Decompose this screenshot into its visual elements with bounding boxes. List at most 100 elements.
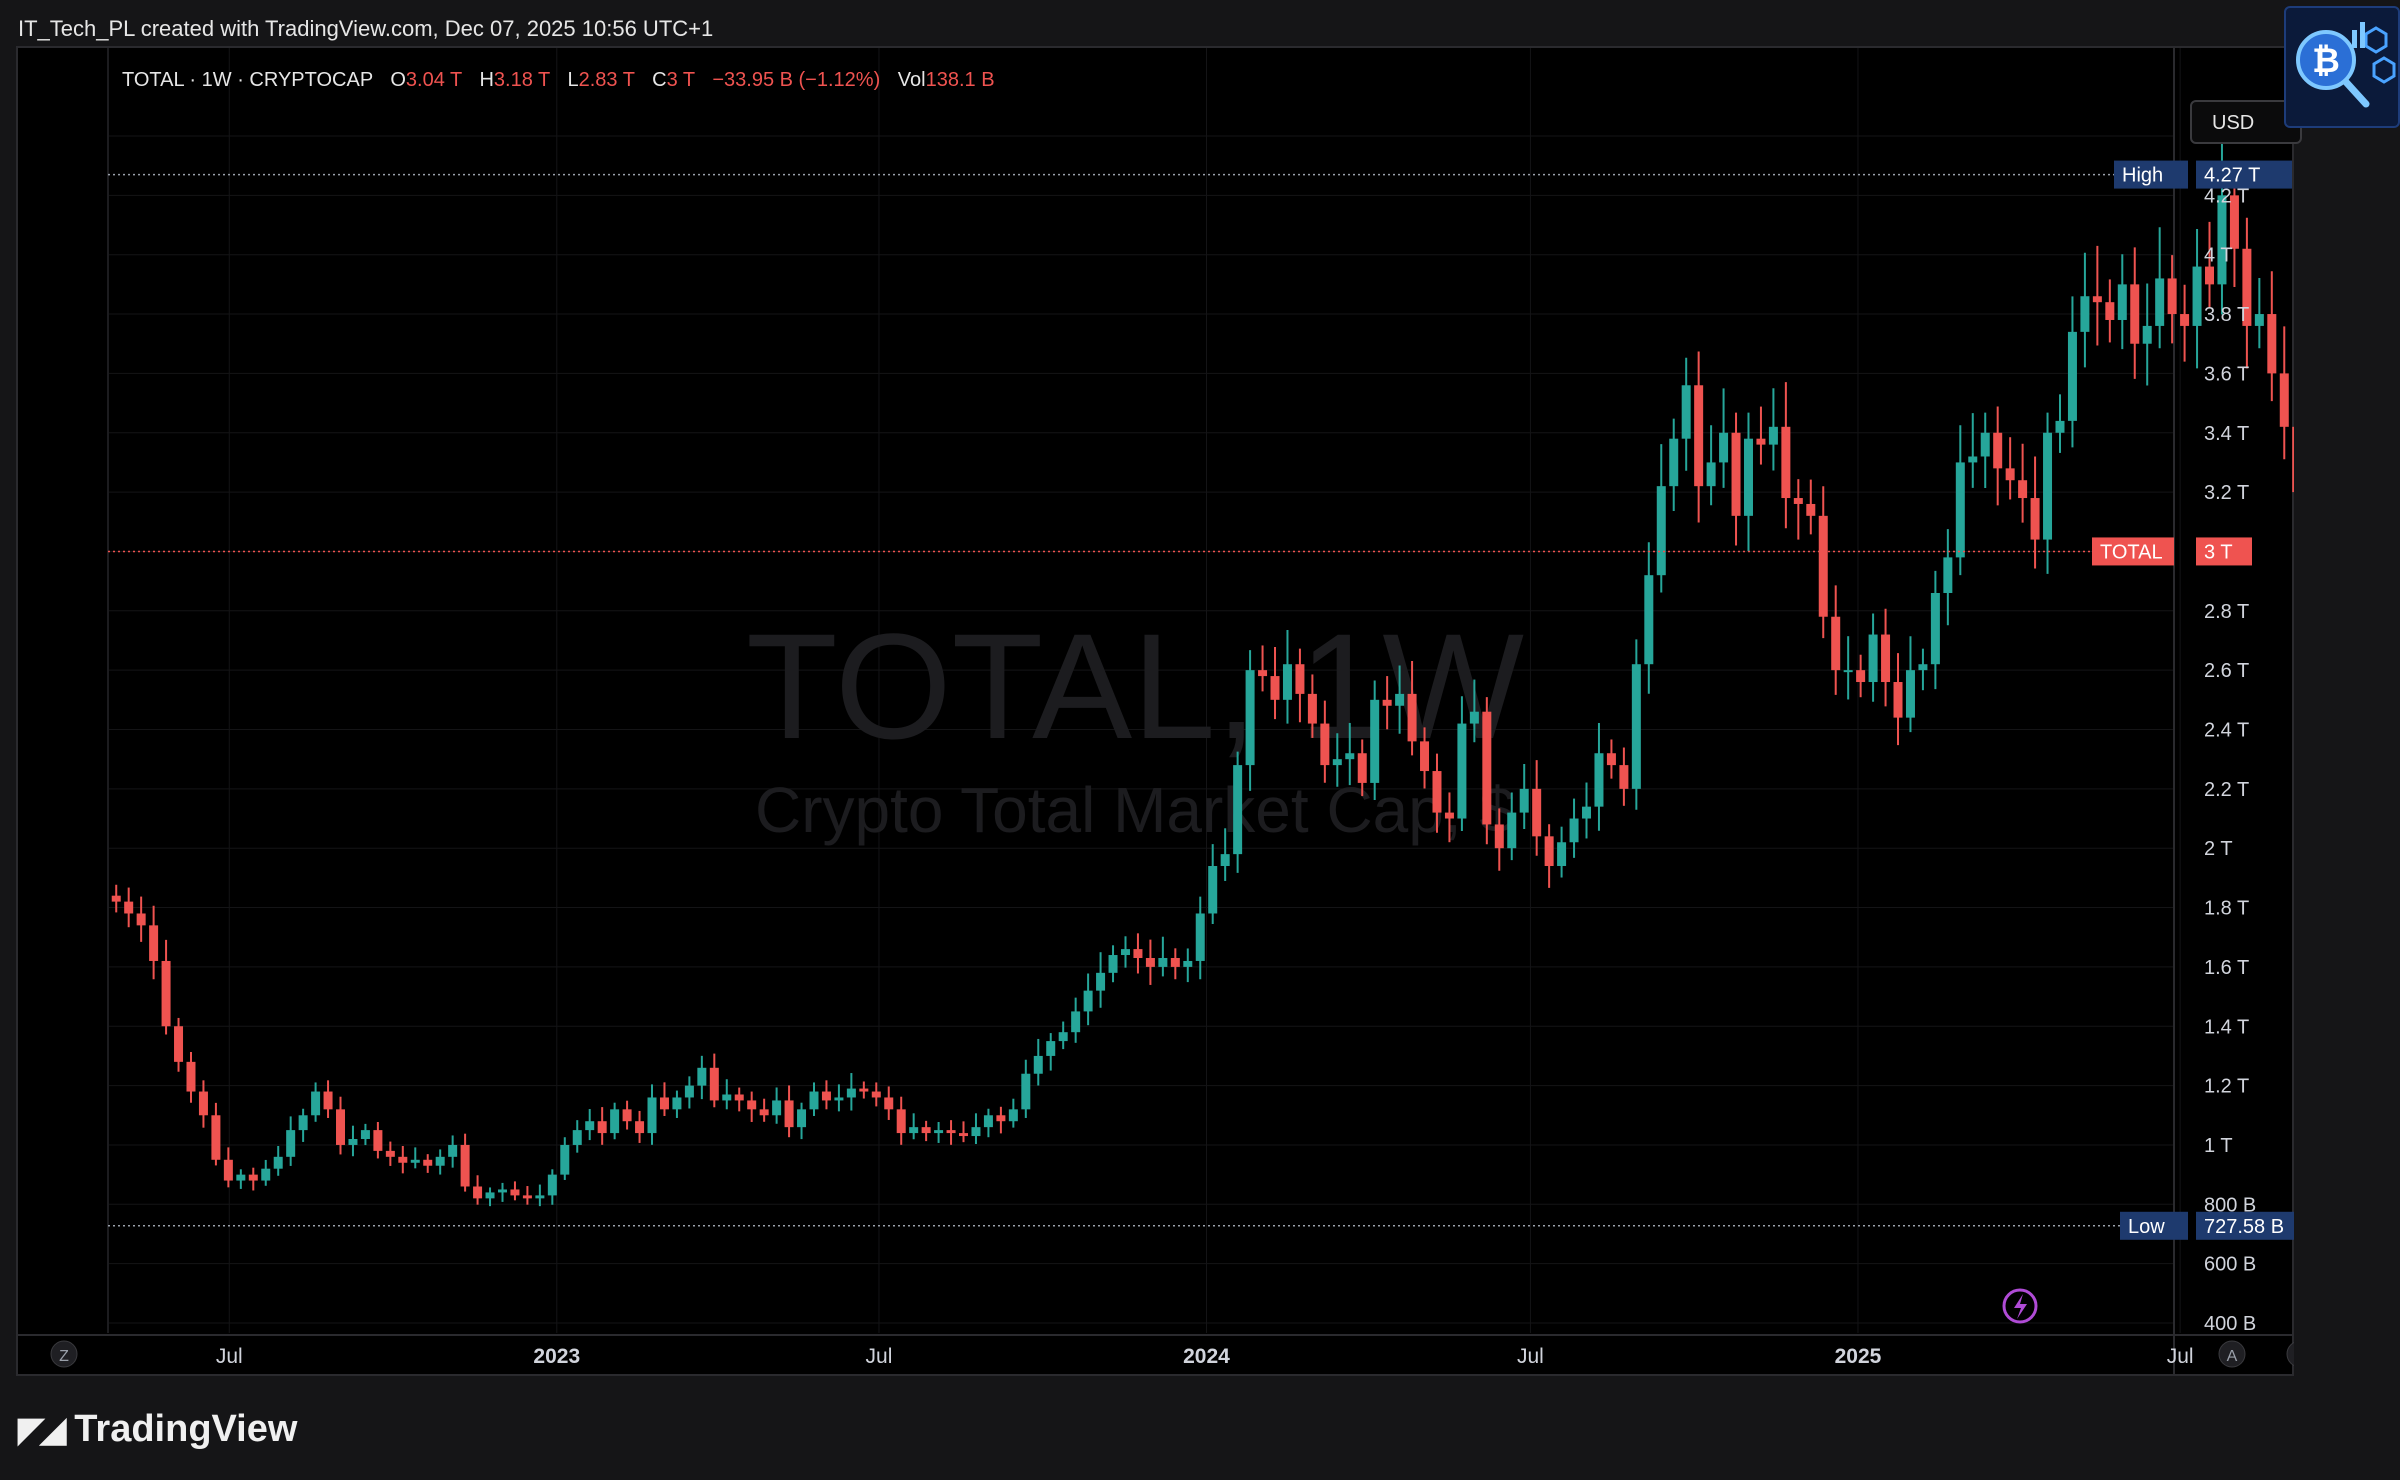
candle — [709, 1053, 719, 1108]
candle-body — [1357, 753, 1367, 783]
legend-high-value: 3.18 T — [494, 69, 550, 91]
candle — [2205, 221, 2215, 308]
candle — [934, 1122, 944, 1143]
x-axis[interactable]: Jul2023Jul2024Jul2025Jul2026ZAB — [50, 1340, 2294, 1368]
candlestick-chart[interactable]: TOTAL, 1W Crypto Total Market Cap, $ Hig… — [18, 48, 2294, 1376]
candle-body — [2030, 498, 2040, 540]
last-value: 3 T — [2204, 541, 2233, 563]
candle — [747, 1091, 757, 1122]
candle-body — [124, 901, 134, 914]
candle — [2167, 255, 2177, 344]
candle-body — [1768, 426, 1778, 445]
candle-body — [1881, 634, 1891, 683]
chart-frame[interactable]: TOTAL, 1W Crypto Total Market Cap, $ Hig… — [16, 46, 2302, 1376]
candle-body — [834, 1097, 844, 1101]
candle-body — [1781, 426, 1791, 499]
candle-body — [311, 1091, 321, 1116]
candle — [1295, 648, 1305, 723]
candle — [2043, 412, 2053, 574]
y-tick-label: 1.6 T — [2204, 957, 2249, 979]
candle-body — [2192, 266, 2202, 326]
y-tick-label: 1.2 T — [2204, 1076, 2249, 1098]
y-tick-label: 3.6 T — [2204, 363, 2249, 385]
candle-body — [1370, 699, 1380, 783]
currency-button[interactable]: USD — [2190, 100, 2302, 144]
axis-button-a-label: A — [2227, 1348, 2238, 1365]
candle-body — [1058, 1032, 1068, 1042]
high-value-badge — [2196, 160, 2292, 189]
candle — [2142, 283, 2152, 386]
candle-body — [934, 1130, 944, 1134]
y-tick-label: 800 B — [2204, 1194, 2256, 1216]
candle-body — [535, 1195, 545, 1199]
candle-body — [547, 1174, 557, 1196]
candle-body — [2205, 266, 2215, 285]
candle-body — [261, 1168, 271, 1181]
candle — [647, 1084, 657, 1145]
candle-body — [610, 1109, 620, 1134]
candle-body — [747, 1100, 757, 1110]
candle — [1955, 425, 1965, 576]
y-axis[interactable]: 400 B 600 B 800 B 1 T 1.2 T 1.4 T 1.6 T 1.8 T 2 … — [2204, 126, 2256, 1335]
candle-body — [2155, 278, 2165, 326]
candle-body — [1120, 949, 1130, 956]
legend-change: −33.95 B (−1.12%) — [712, 69, 880, 91]
candle — [1818, 486, 1828, 639]
candle-body — [1307, 693, 1317, 724]
candle — [2155, 227, 2165, 349]
candles-group — [111, 140, 2294, 1207]
candle-body — [1831, 616, 1841, 671]
candle — [1233, 751, 1243, 873]
candle-body — [286, 1130, 296, 1157]
candle — [1245, 650, 1255, 791]
axis-button-a[interactable]: A — [2218, 1340, 2246, 1368]
last-badge — [2092, 537, 2174, 566]
y-tick-label: 3.2 T — [2204, 482, 2249, 504]
legend-low-value: 2.83 T — [579, 69, 635, 91]
candle — [1569, 798, 1579, 858]
candle — [1282, 630, 1292, 724]
candle — [560, 1137, 570, 1180]
candle — [2192, 228, 2202, 369]
candle — [572, 1120, 582, 1153]
candle-body — [323, 1091, 333, 1110]
lightning-icon[interactable] — [2002, 1288, 2038, 1324]
price-levels: High Low TOTAL 4.27 T 727.58 B 3 T — [108, 160, 2294, 1240]
y-tick-label: 600 B — [2204, 1254, 2256, 1276]
candle-body — [1606, 753, 1616, 766]
candle — [1694, 351, 1704, 523]
candle — [859, 1081, 869, 1099]
candle — [834, 1084, 844, 1112]
axis-button-z[interactable]: Z — [50, 1340, 78, 1368]
candle-body — [348, 1139, 358, 1145]
candle — [2117, 254, 2127, 350]
candle — [1482, 697, 1492, 845]
candle-body — [1532, 788, 1542, 837]
candle — [1457, 696, 1467, 831]
candle-body — [672, 1097, 682, 1110]
axis-button-b[interactable]: B — [2286, 1341, 2294, 1367]
candle-body — [2055, 420, 2065, 433]
candle — [1806, 479, 1816, 535]
candle — [1432, 753, 1442, 833]
candle-body — [1943, 557, 1953, 593]
candle — [1943, 529, 1953, 626]
candle — [983, 1108, 993, 1138]
low-value-badge — [2196, 1211, 2294, 1240]
candle — [1968, 413, 1978, 488]
candle — [1108, 945, 1118, 983]
candle-body — [896, 1109, 906, 1134]
legend-close-label: C — [652, 69, 666, 91]
candle — [1532, 760, 1542, 856]
candle-body — [1594, 753, 1604, 807]
candle-body — [1731, 432, 1741, 516]
candle — [2292, 426, 2294, 493]
candle — [1220, 828, 1230, 881]
candle — [186, 1051, 196, 1103]
candle — [1831, 585, 1841, 695]
candle-body — [2043, 432, 2053, 540]
candle — [2080, 252, 2090, 368]
candle — [1980, 412, 1990, 489]
candle-body — [1569, 818, 1579, 843]
candle-body — [1706, 462, 1716, 487]
